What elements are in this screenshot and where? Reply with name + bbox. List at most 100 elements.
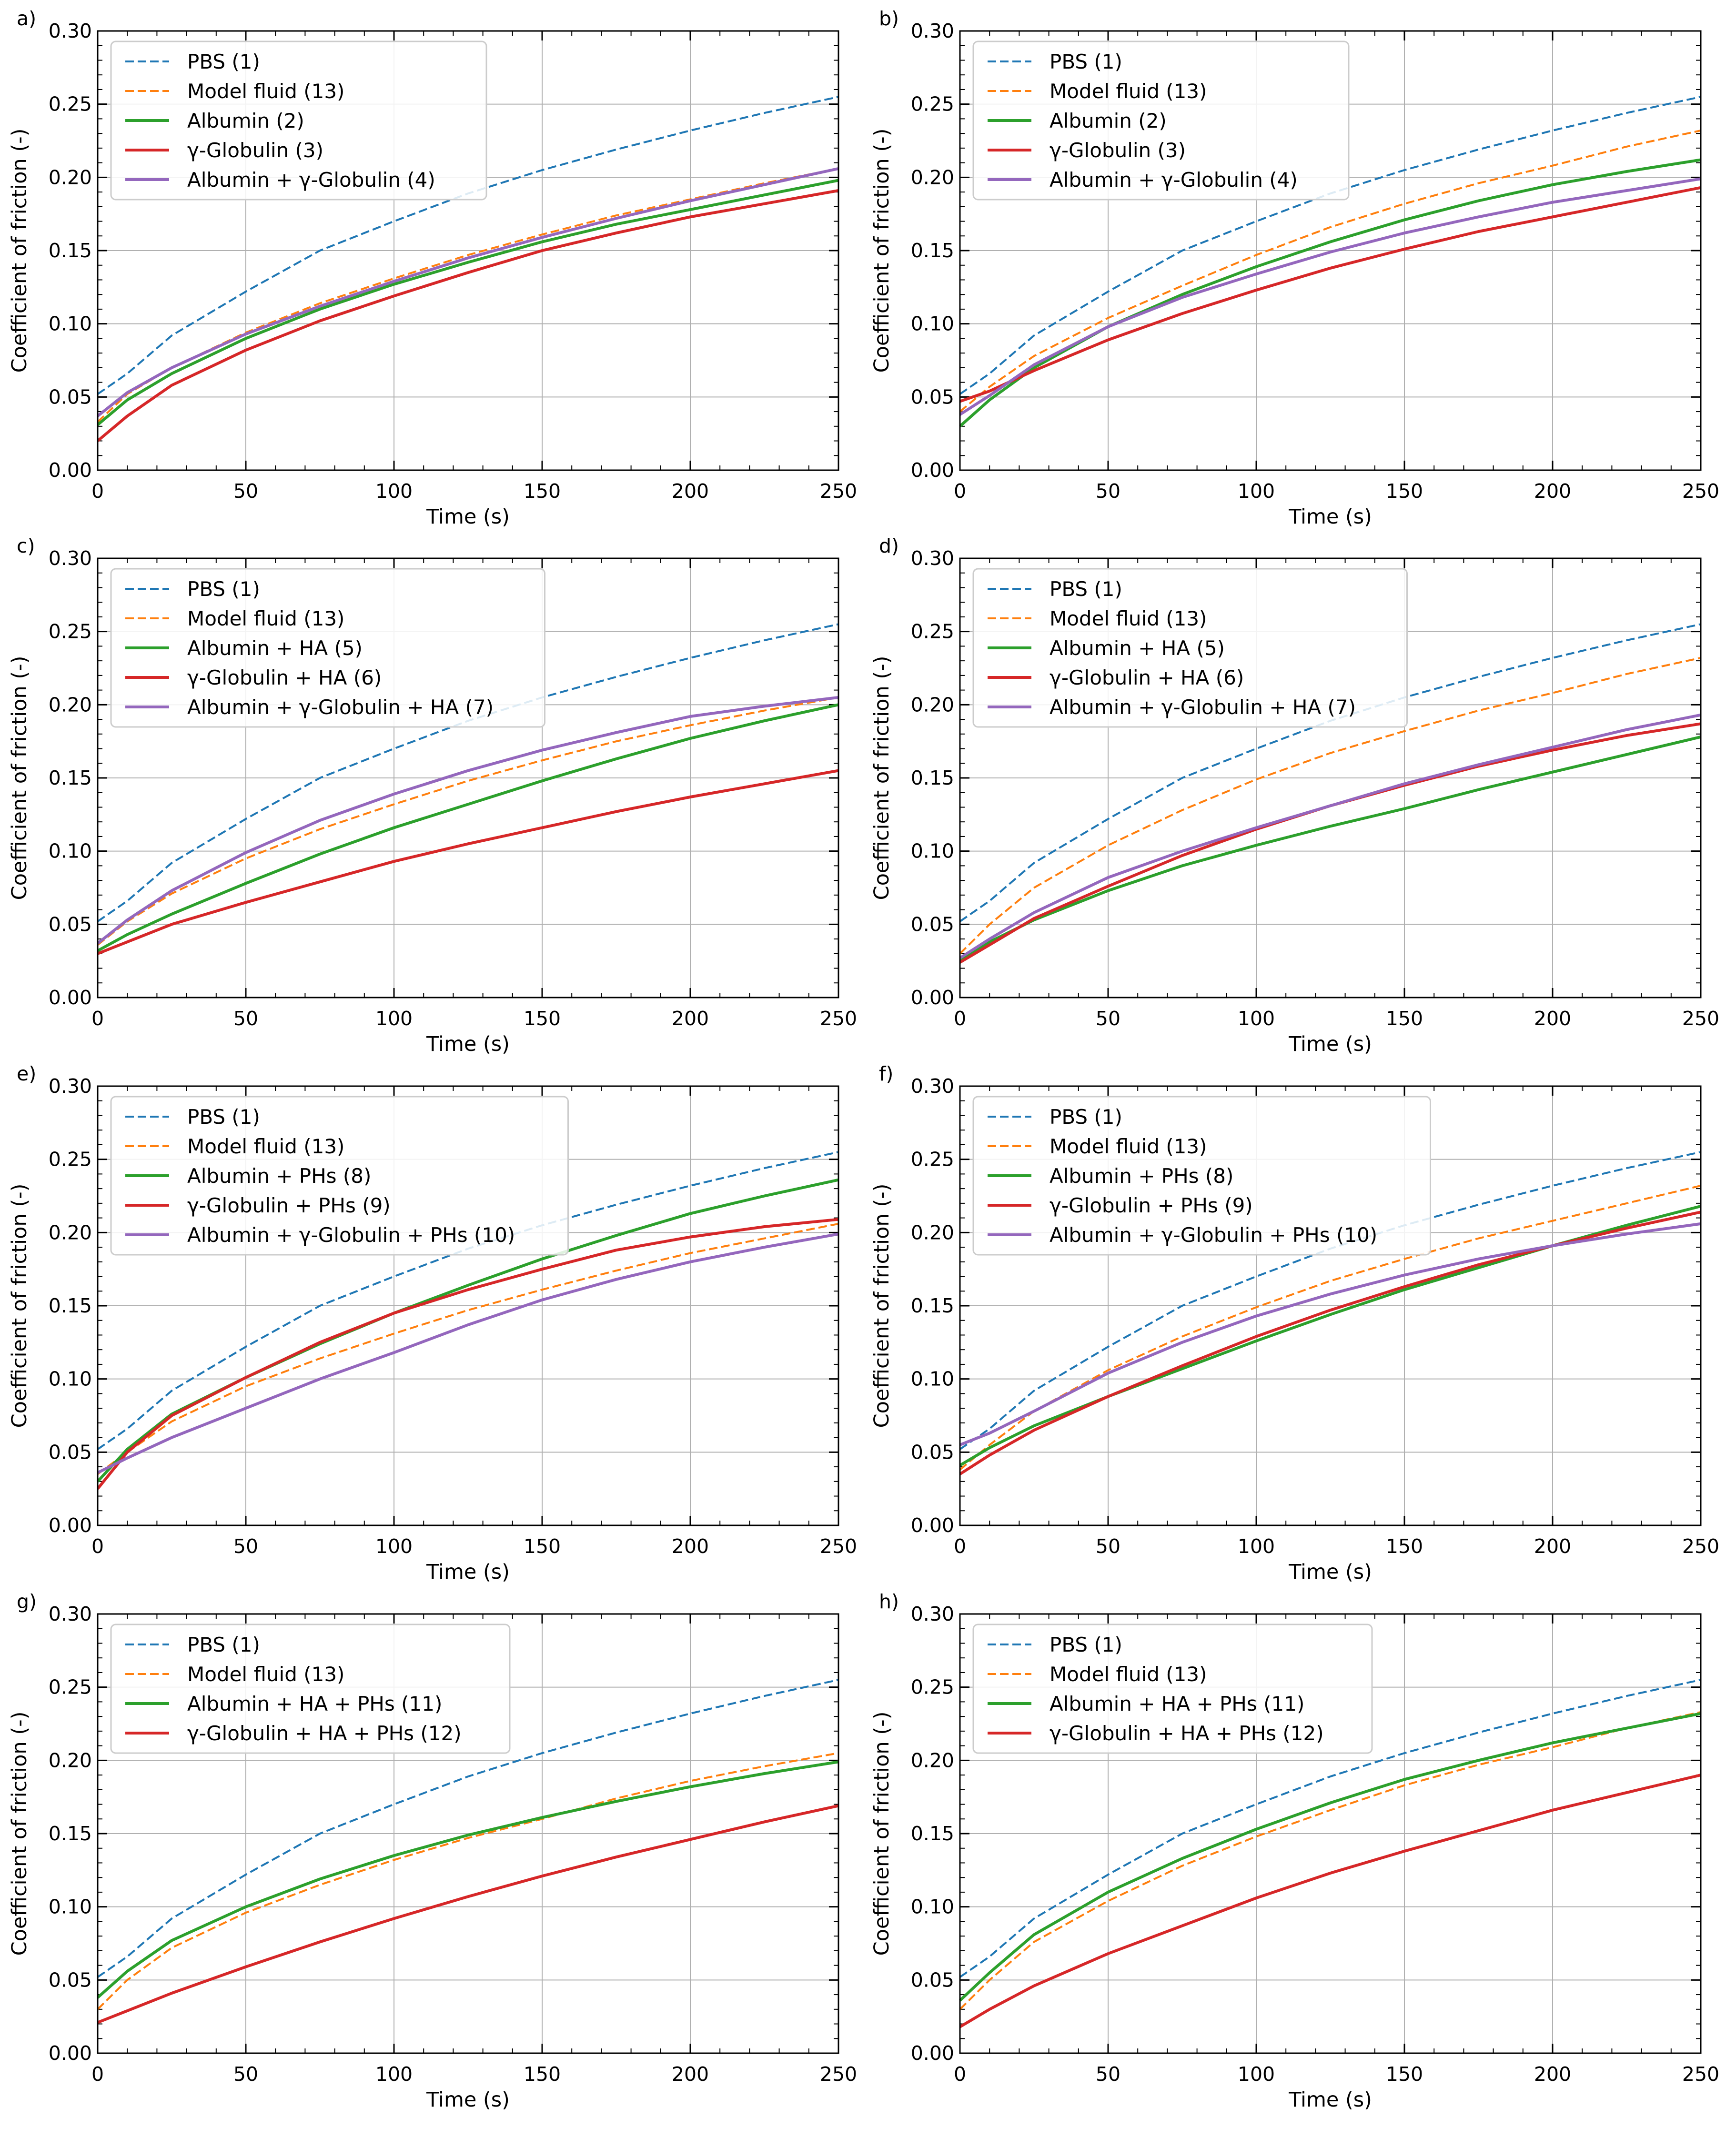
y-tick-label: 0.05 [49,913,92,936]
y-tick-label: 0.20 [49,693,92,716]
y-tick-label: 0.20 [49,1749,92,1772]
series-line [97,703,839,952]
x-tick-label: 100 [1238,1535,1275,1558]
x-tick-label: 0 [91,480,104,503]
x-tick-label: 150 [1386,1535,1423,1558]
y-tick-label: 0.00 [49,2042,92,2065]
y-tick-label: 0.30 [911,20,954,42]
x-tick-label: 150 [524,1007,561,1030]
plot-frame [959,30,1702,471]
legend-box [110,568,545,728]
legend-label: PBS (1) [187,577,260,601]
panel-label: f) [879,1062,893,1085]
legend-label: Albumin + γ-Globulin (4) [1050,168,1298,192]
y-tick-label: 0.20 [911,693,954,716]
x-axis-title: Time (s) [1288,1032,1372,1056]
legend-box [972,40,1350,201]
y-tick-label: 0.05 [49,1441,92,1463]
y-tick-label: 0.30 [49,20,92,42]
series-line [97,623,839,922]
plot-frame [97,557,839,998]
x-tick-label: 200 [672,1007,709,1030]
y-tick-label: 0.00 [911,1514,954,1537]
y-tick-label: 0.15 [49,1294,92,1317]
x-tick-label: 50 [1096,1007,1120,1030]
legend-label: Model fluid (13) [187,1135,344,1158]
x-tick-label: 150 [524,2063,561,2086]
y-tick-label: 0.10 [49,1896,92,1918]
legend-label: Model fluid (13) [187,607,344,630]
y-axis-title: Coefficient of friction (-) [870,1184,894,1428]
y-tick-label: 0.05 [911,385,954,408]
series-line [959,657,1701,955]
series-line [97,96,839,395]
series-line [959,735,1701,962]
legend-label: Albumin + PHs (8) [1050,1164,1233,1188]
series-line [96,1218,839,1490]
x-tick-label: 100 [375,1007,413,1030]
series-line [959,1185,1701,1471]
x-tick-label: 0 [91,1535,104,1558]
x-tick-label: 0 [954,1535,966,1558]
panel-label: b) [879,7,899,30]
series-line [97,1232,839,1474]
x-tick-label: 250 [820,2063,857,2086]
legend-label: PBS (1) [1050,577,1122,601]
series-line [959,186,1701,403]
series-line [959,1712,1701,2002]
y-tick-label: 0.10 [49,1368,92,1391]
series-line [97,189,839,442]
y-tick-label: 0.30 [911,547,954,570]
x-tick-label: 150 [1386,1007,1423,1030]
legend-label: γ-Globulin + HA + PHs (12) [1050,1722,1324,1745]
legend-label: Albumin + HA (5) [187,636,363,660]
x-tick-label: 0 [954,1007,966,1030]
y-tick-label: 0.00 [911,459,954,482]
x-tick-label: 50 [233,1535,258,1558]
series-line [97,167,839,417]
panel-label: e) [17,1062,36,1085]
x-axis-title: Time (s) [426,1032,510,1056]
x-tick-label: 50 [233,480,258,503]
series-line [959,623,1701,922]
y-tick-label: 0.20 [49,166,92,189]
legend-label: Model fluid (13) [187,80,344,103]
x-tick-label: 200 [672,2063,709,2086]
series-line [97,1679,839,1978]
y-tick-label: 0.00 [49,1514,92,1537]
plot-frame [97,1613,839,2054]
y-tick-label: 0.30 [49,1075,92,1098]
legend-box [972,568,1408,728]
legend-box [110,1096,569,1256]
series-line [97,696,839,946]
y-tick-label: 0.25 [49,1676,92,1699]
y-tick-label: 0.10 [911,313,954,335]
legend-label: Albumin + γ-Globulin + PHs (10) [1050,1223,1377,1247]
chart-panel: 0 50 100 150 200 250 0.00 0.05 0.10 0.15 0.20 0.25 0… [8,1590,857,2112]
y-tick-label: 0.00 [911,986,954,1009]
plot-frame [97,30,839,471]
x-tick-label: 200 [1534,1007,1571,1030]
y-tick-label: 0.15 [911,1294,954,1317]
y-tick-label: 0.25 [911,93,954,116]
legend-label: γ-Globulin + PHs (9) [187,1194,391,1217]
x-axis-title: Time (s) [1288,2088,1372,2112]
y-axis-title: Coefficient of friction (-) [8,1184,31,1428]
panel-label: c) [17,534,35,557]
y-tick-label: 0.15 [49,1822,92,1845]
x-tick-label: 150 [1386,2063,1423,2086]
y-tick-label: 0.25 [911,620,954,643]
legend-label: Model fluid (13) [187,1663,344,1686]
chart-panel: 0 50 100 150 200 250 0.00 0.05 0.10 0.15 0.20 0.25 0… [8,7,857,529]
x-tick-label: 50 [1096,480,1120,503]
y-tick-label: 0.15 [911,766,954,789]
plot-frame [97,1085,839,1526]
y-tick-label: 0.25 [49,1148,92,1171]
x-tick-label: 200 [672,480,709,503]
y-axis-title: Coefficient of friction (-) [8,1712,31,1956]
series-line [959,713,1701,959]
series-line [959,1679,1701,1978]
x-axis-title: Time (s) [1288,1560,1372,1584]
plot-frame [959,557,1702,998]
series-line [959,722,1701,964]
